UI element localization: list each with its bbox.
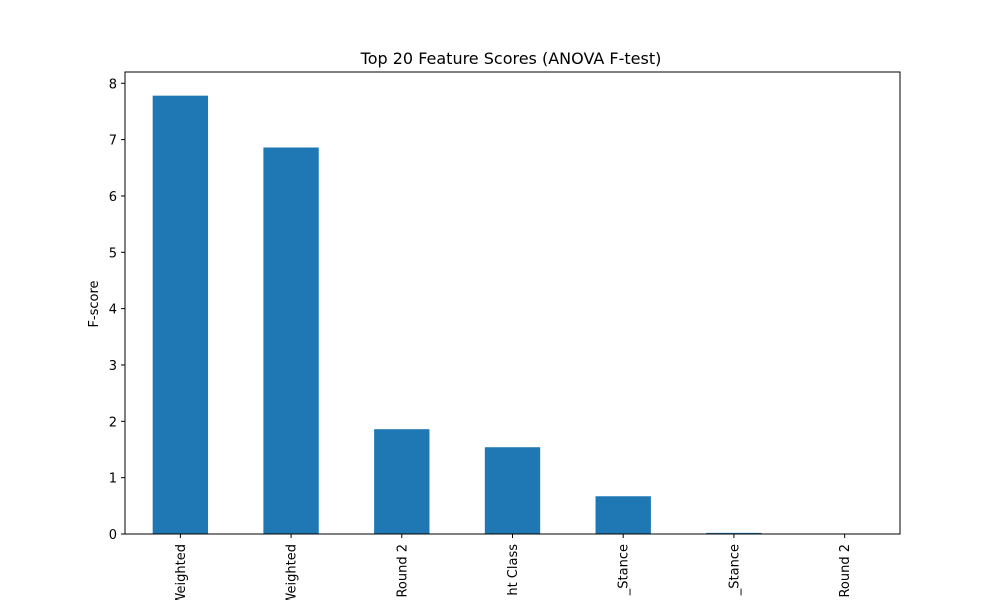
- bar-3: [374, 429, 430, 534]
- y-tick-label-8: 8: [109, 77, 117, 92]
- x-tick-label-1: Weighted: [174, 544, 189, 600]
- y-tick-label-7: 7: [109, 134, 117, 149]
- bar-5: [595, 496, 651, 534]
- bar-4: [484, 447, 541, 534]
- x-tick-label-4: ht Class: [506, 544, 521, 596]
- x-tick-label-5: _Stance: [617, 544, 632, 596]
- y-tick-label-5: 5: [109, 246, 117, 261]
- x-tick-label-3: Round 2: [395, 544, 410, 598]
- bar-1: [152, 95, 209, 534]
- bar-6: [706, 532, 762, 534]
- y-tick-label-1: 1: [109, 472, 117, 487]
- y-tick-label-4: 4: [109, 303, 117, 318]
- y-tick-label-2: 2: [109, 415, 117, 430]
- y-tick-label-3: 3: [109, 359, 117, 374]
- plot-frame: [124, 71, 901, 535]
- y-axis: 0 1 2 3 4 5 6 7 8: [109, 77, 125, 543]
- y-axis-label: F-score: [87, 280, 102, 327]
- x-tick-label-6: _Stance: [727, 544, 742, 596]
- x-tick-label-2: Weighted: [285, 544, 300, 600]
- bars-group: [152, 95, 762, 534]
- x-tick-label-7: Round 2: [838, 544, 853, 598]
- y-tick-label-0: 0: [109, 528, 117, 543]
- chart-title: Top 20 Feature Scores (ANOVA F-test): [360, 49, 662, 68]
- bar-2: [263, 147, 319, 534]
- y-tick-label-6: 6: [109, 190, 117, 205]
- x-axis: Weighted Weighted Round 2 ht Class _Stance _S…: [174, 534, 853, 604]
